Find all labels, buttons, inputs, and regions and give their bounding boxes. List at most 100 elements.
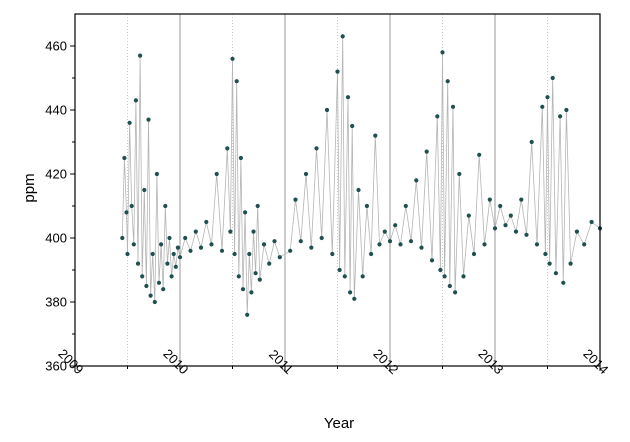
data-point — [129, 203, 134, 209]
data-point — [352, 296, 357, 301]
data-point — [236, 274, 241, 279]
data-point — [492, 226, 498, 231]
data-point — [482, 242, 487, 247]
data-point — [369, 251, 374, 257]
data-point — [209, 242, 214, 247]
data-point — [408, 239, 414, 244]
data-point — [424, 149, 429, 154]
data-point — [198, 245, 204, 250]
data-point — [228, 229, 233, 234]
data-point — [574, 229, 580, 234]
data-point — [240, 287, 246, 292]
data-point — [442, 274, 447, 279]
data-point — [214, 171, 219, 177]
y-axis-title: ppm — [21, 173, 38, 202]
data-point — [150, 251, 155, 257]
data-point — [125, 251, 130, 257]
data-point — [232, 251, 237, 257]
data-point — [440, 50, 445, 55]
data-point — [568, 261, 573, 266]
data-point — [503, 223, 508, 228]
data-point — [438, 267, 443, 273]
data-point — [163, 203, 168, 209]
data-point — [330, 251, 335, 257]
data-point — [152, 299, 157, 305]
data-series — [120, 34, 603, 317]
series-line — [121, 36, 601, 315]
data-point — [277, 255, 282, 260]
data-point — [543, 251, 548, 257]
data-point — [225, 146, 230, 151]
data-point — [177, 255, 183, 260]
data-point — [167, 235, 172, 241]
data-point — [324, 107, 330, 113]
data-point — [255, 203, 260, 209]
data-point — [159, 242, 164, 247]
data-point — [414, 178, 419, 183]
data-point — [477, 152, 482, 157]
data-point — [188, 248, 193, 253]
data-point — [253, 271, 258, 276]
data-point — [230, 56, 235, 61]
data-point — [238, 155, 243, 161]
data-point — [127, 120, 132, 125]
grid-lines — [127, 14, 548, 366]
x-tick-label: 2012 — [370, 346, 401, 377]
data-point — [553, 271, 559, 276]
data-point — [435, 114, 440, 119]
data-point — [142, 187, 147, 193]
data-point — [540, 104, 545, 109]
x-axis-title: Year — [324, 415, 354, 432]
data-point — [267, 261, 272, 266]
data-point — [298, 239, 303, 244]
data-point — [348, 290, 353, 295]
data-point — [148, 293, 153, 298]
data-point — [337, 267, 342, 273]
x-tick-label: 2011 — [266, 347, 296, 377]
data-point — [131, 242, 136, 247]
data-point — [364, 203, 369, 209]
data-point — [589, 219, 594, 225]
data-point — [447, 283, 452, 289]
data-point — [360, 274, 365, 279]
data-point — [457, 171, 462, 177]
data-point — [173, 264, 178, 269]
plot-frame — [74, 13, 601, 367]
data-point — [445, 79, 450, 84]
data-point — [135, 261, 141, 266]
data-point — [519, 197, 524, 202]
data-point — [257, 277, 262, 282]
data-point — [534, 242, 540, 247]
x-tick-label: 2010 — [160, 346, 191, 377]
data-point — [419, 245, 424, 250]
data-point — [342, 274, 347, 279]
data-point — [382, 229, 387, 234]
data-point — [340, 34, 345, 39]
data-point — [393, 223, 398, 228]
data-point — [133, 98, 138, 103]
data-point — [169, 274, 174, 279]
data-point — [498, 203, 503, 209]
data-point — [146, 117, 151, 122]
data-point — [429, 258, 435, 263]
data-point — [247, 251, 252, 257]
data-point — [309, 245, 314, 250]
data-point — [140, 274, 145, 279]
data-point — [345, 95, 351, 100]
data-point — [293, 197, 298, 202]
data-point — [558, 114, 563, 119]
data-point — [545, 95, 550, 100]
data-point — [335, 69, 340, 74]
data-point — [377, 242, 382, 247]
data-point — [272, 239, 277, 244]
data-point — [508, 213, 513, 218]
data-point — [219, 248, 225, 253]
data-point — [453, 290, 458, 295]
y-tick-label: 440 — [45, 103, 67, 118]
data-point — [387, 239, 393, 244]
data-point — [356, 187, 361, 193]
data-point — [319, 235, 324, 241]
